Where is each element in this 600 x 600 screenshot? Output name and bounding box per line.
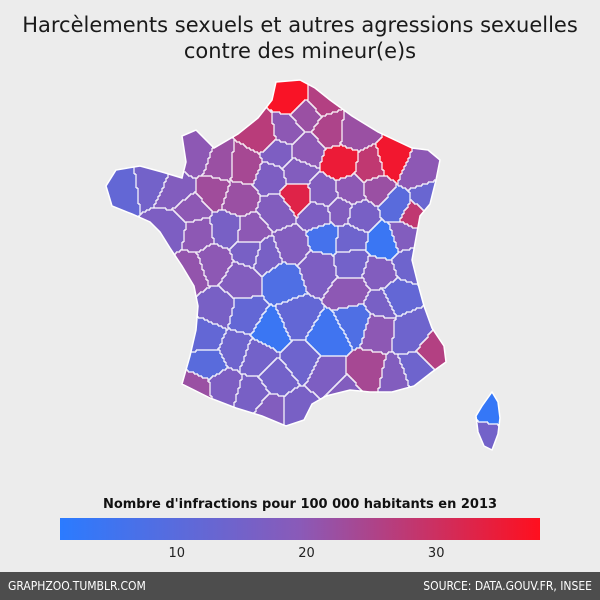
department-region (250, 304, 292, 352)
department-region (364, 288, 396, 318)
department-region (228, 296, 270, 334)
department-region (180, 286, 234, 330)
department-region (360, 314, 396, 354)
department-region (322, 278, 370, 310)
department-region (334, 250, 370, 278)
footer-credit: GRAPHZOO.TUMBLR.COM (8, 579, 146, 593)
department-region (336, 174, 366, 204)
department-region (378, 184, 410, 222)
department-region (308, 172, 338, 206)
department-region (252, 162, 286, 196)
department-region (106, 250, 210, 328)
mainland-outline (105, 79, 447, 427)
department-region (332, 304, 370, 350)
department-region (364, 176, 396, 206)
department-region (206, 80, 276, 154)
map-title: Harcèlements sexuels et autres agression… (0, 12, 600, 64)
department-region (210, 210, 240, 250)
department-region (238, 212, 272, 242)
department-region (354, 144, 384, 182)
legend-tick-10: 10 (168, 546, 186, 561)
department-region (222, 180, 260, 216)
department-region (362, 256, 398, 290)
department-region (270, 110, 304, 144)
department-region (346, 348, 386, 406)
department-region (306, 306, 352, 356)
title-line-1: Harcèlements sexuels et autres agression… (22, 13, 578, 37)
department-region (254, 236, 282, 276)
legend-tick-30: 30 (427, 546, 445, 561)
department-region (398, 80, 446, 190)
legend-tick-20: 20 (298, 546, 315, 561)
department-region (382, 278, 446, 316)
department-region (262, 262, 308, 306)
department-region (306, 222, 338, 256)
department-region (328, 198, 352, 226)
title-line-2: contre des mineur(e)s (183, 39, 417, 63)
department-region (272, 224, 310, 266)
footer-source: SOURCE: DATA.GOUV.FR, INSEE (423, 579, 592, 593)
department-region (348, 200, 382, 232)
department-region (218, 262, 262, 298)
footer-bar: GRAPHZOO.TUMBLR.COM SOURCE: DATA.GOUV.FR… (0, 572, 600, 600)
color-scale-bar (60, 518, 540, 540)
legend-title: Nombre d'infractions pour 100 000 habita… (102, 497, 498, 512)
department-region (282, 158, 320, 184)
department-region (336, 224, 368, 252)
corsica-outline (475, 390, 501, 452)
department-region (320, 144, 358, 180)
department-region (182, 218, 214, 252)
